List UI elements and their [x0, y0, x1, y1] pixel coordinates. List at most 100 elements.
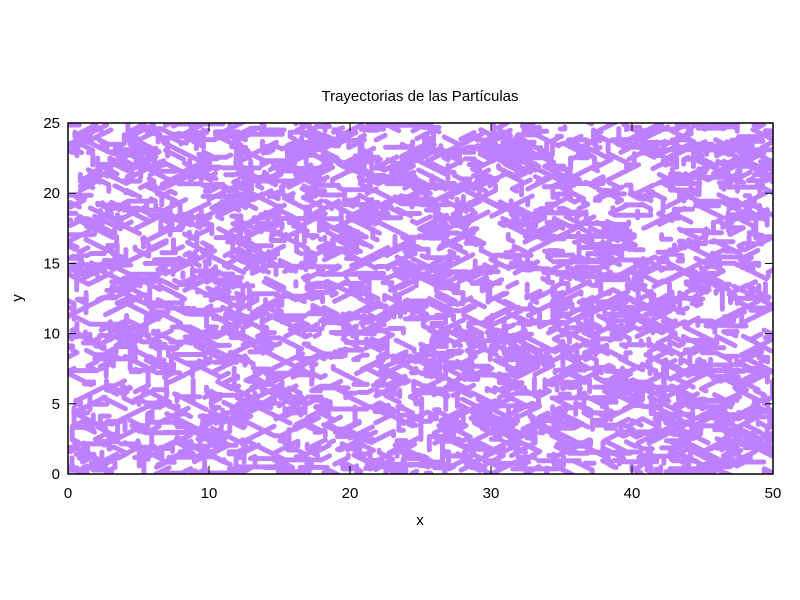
- particle-trajectory: [754, 341, 773, 354]
- particle-trajectory: [348, 132, 367, 149]
- particle-trajectory: [712, 465, 727, 474]
- particle-trajectory: [587, 287, 643, 306]
- particle-trajectory: [81, 123, 109, 144]
- particle-trajectory: [605, 137, 634, 154]
- particle-trajectory: [293, 123, 299, 127]
- particle-trajectory: [753, 388, 767, 407]
- x-tick-label: 0: [64, 485, 72, 502]
- particle-trajectory: [125, 123, 144, 150]
- particle-trajectory: [745, 175, 769, 184]
- particle-trajectory: [170, 123, 226, 129]
- particle-trajectory: [504, 328, 528, 342]
- particle-trajectory: [300, 272, 324, 299]
- particle-trajectory: [212, 271, 236, 279]
- particle-trajectory: [200, 417, 219, 430]
- particle-trajectory: [546, 437, 592, 458]
- particle-trajectory: [503, 148, 522, 156]
- particle-trajectory: [309, 198, 342, 218]
- particle-trajectory: [459, 265, 487, 280]
- particle-trajectory: [553, 444, 591, 456]
- particle-trajectory: [690, 448, 736, 468]
- particle-trajectory: [536, 195, 574, 213]
- particle-trajectory: [476, 147, 518, 170]
- particle-trajectory: [198, 262, 213, 281]
- particle-trajectory: [131, 423, 151, 433]
- particle-trajectory: [277, 427, 292, 446]
- particle-trajectory: [268, 229, 288, 243]
- particle-trajectory: [743, 422, 763, 435]
- particle-trajectory: [712, 427, 763, 442]
- particle-trajectory: [476, 343, 500, 358]
- particle-trajectory: [525, 224, 558, 239]
- particle-trajectory: [132, 382, 152, 395]
- particle-trajectory: [68, 228, 92, 252]
- particle-trajectory: [366, 276, 381, 302]
- particle-trajectory: [755, 419, 770, 445]
- particle-trajectory: [398, 298, 431, 315]
- particle-trajectory: [487, 149, 533, 175]
- particle-trajectory: [116, 150, 158, 163]
- particle-trajectory: [543, 343, 563, 356]
- particle-trajectory: [446, 372, 470, 387]
- particle-trajectory: [737, 435, 761, 447]
- particle-trajectory: [472, 276, 487, 286]
- particle-trajectory: [185, 130, 209, 140]
- particle-trajectory: [87, 205, 120, 224]
- particle-trajectory: [392, 440, 407, 448]
- particle-trajectory: [109, 277, 137, 285]
- particle-trajectory: [667, 338, 686, 356]
- particle-trajectory: [222, 246, 260, 261]
- particle-trajectory: [204, 277, 228, 285]
- particle-trajectory: [396, 403, 416, 418]
- particle-trajectory: [284, 140, 299, 160]
- particle-trajectory: [351, 352, 370, 363]
- particle-trajectory: [431, 150, 464, 171]
- particle-trajectory: [485, 277, 505, 305]
- particle-trajectory: [620, 323, 635, 336]
- particle-trajectory: [492, 385, 511, 395]
- particle-trajectory: [340, 202, 369, 210]
- particle-trajectory: [74, 257, 112, 279]
- plot-frame: [67, 122, 774, 475]
- particle-trajectory: [134, 396, 163, 410]
- particle-trajectory: [294, 139, 340, 161]
- particle-trajectory: [511, 243, 530, 269]
- particle-trajectory: [171, 352, 208, 360]
- particle-trajectory: [234, 413, 254, 428]
- x-tick-label: 40: [624, 485, 641, 502]
- particle-trajectory: [668, 333, 719, 343]
- particle-trajectory: [545, 326, 569, 338]
- particle-trajectory: [273, 202, 287, 215]
- particle-trajectory: [413, 416, 424, 442]
- particle-trajectory: [385, 157, 400, 167]
- x-tick-label: 50: [765, 485, 782, 502]
- particle-trajectory: [542, 377, 552, 396]
- particle-trajectory: [257, 265, 272, 275]
- particle-trajectory: [710, 309, 748, 331]
- particle-trajectory: [512, 259, 541, 276]
- particle-trajectory: [713, 281, 733, 296]
- particle-trajectory: [175, 306, 190, 317]
- particle-trajectory: [168, 326, 219, 345]
- particle-trajectory: [254, 183, 265, 191]
- particle-trajectory: [646, 422, 688, 446]
- particle-trajectory: [126, 332, 163, 349]
- particle-trajectory: [86, 139, 123, 154]
- x-axis-label: x: [416, 512, 424, 529]
- particle-trajectory: [564, 304, 602, 326]
- particle-trajectory: [694, 229, 708, 249]
- particle-trajectory: [590, 363, 614, 376]
- particle-trajectory: [663, 171, 682, 184]
- particle-trajectory: [119, 219, 134, 229]
- particle-trajectory: [691, 123, 724, 131]
- particle-trajectory: [68, 312, 76, 320]
- particle-trajectory: [640, 256, 660, 268]
- particle-trajectory: [278, 391, 293, 402]
- particle-trajectory: [739, 304, 773, 326]
- particle-trajectory: [552, 396, 576, 413]
- particle-trajectory: [324, 466, 343, 474]
- particle-trajectory: [121, 275, 163, 292]
- particle-trajectory: [266, 187, 290, 202]
- particle-trajectory: [266, 313, 308, 321]
- particle-trajectory: [147, 170, 176, 184]
